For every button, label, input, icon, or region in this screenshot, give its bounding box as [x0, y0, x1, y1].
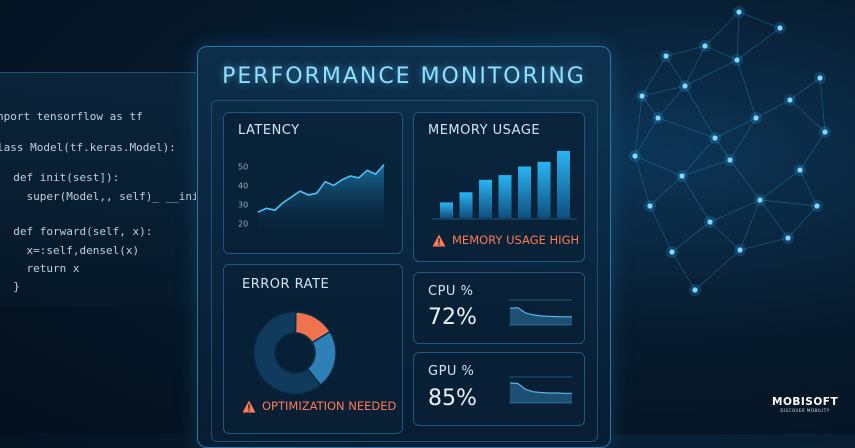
- neural-network-graphic: [629, 6, 831, 296]
- latency-tick-label: 40: [238, 182, 248, 191]
- network-node: [647, 203, 653, 209]
- memory-warning-text: MEMORY USAGE HIGH: [452, 233, 580, 247]
- error-rate-warning: OPTIMIZATION NEEDED: [242, 399, 396, 413]
- network-node: [692, 287, 698, 293]
- network-node: [753, 115, 759, 121]
- warning-icon: [432, 234, 446, 247]
- gpu-title: GPU %: [428, 364, 475, 379]
- memory-bar: [537, 161, 551, 218]
- code-line: x=:self,densel(x): [0, 244, 140, 257]
- network-node: [702, 43, 708, 49]
- gpu-value: 85%: [428, 386, 477, 411]
- network-node: [639, 93, 645, 99]
- logo-name: MOBISOFT: [772, 396, 839, 408]
- latency-tick-label: 50: [238, 163, 248, 172]
- warning-icon: [242, 400, 256, 413]
- network-node: [787, 97, 793, 103]
- logo-tagline: DISCOVER MOBILITY: [780, 408, 830, 413]
- code-line: return x: [0, 262, 80, 275]
- code-line: def forward(self, x):: [0, 225, 153, 238]
- code-line: }: [0, 280, 20, 293]
- network-node: [734, 57, 740, 63]
- network-node: [655, 115, 661, 121]
- latency-tick-label: 20: [238, 220, 248, 229]
- gpu-card: GPU % 85%: [413, 352, 585, 426]
- network-node: [632, 153, 638, 159]
- network-node: [682, 83, 688, 89]
- cpu-sparkline: [509, 299, 572, 326]
- memory-bar: [498, 175, 512, 218]
- network-node: [679, 173, 685, 179]
- dashboard-title: PERFORMANCE MONITORING: [222, 64, 586, 89]
- error-rate-warning-text: OPTIMIZATION NEEDED: [262, 399, 397, 413]
- network-node: [797, 167, 803, 173]
- cpu-title: CPU %: [428, 284, 474, 299]
- code-line: nport tensorflow as tf: [0, 110, 143, 123]
- memory-chart: [432, 150, 577, 220]
- network-node: [785, 235, 791, 241]
- network-node: [777, 25, 783, 31]
- code-line: super(Model,, self)_ __init__: [26, 190, 196, 203]
- network-node: [712, 135, 718, 141]
- memory-bar: [479, 179, 492, 218]
- error-rate-donut: [253, 311, 337, 395]
- cpu-value: 72%: [428, 305, 477, 330]
- cpu-card: CPU % 72%: [413, 272, 585, 344]
- donut-slice: [253, 311, 322, 395]
- network-node: [736, 9, 742, 15]
- code-line: def init(sest]):: [0, 171, 120, 184]
- network-node: [817, 75, 823, 81]
- memory-bar: [518, 166, 531, 218]
- network-node: [669, 249, 675, 255]
- code-snippet-panel: nport tensorflow as tf lass Model(tf.ker…: [0, 72, 196, 305]
- network-node: [814, 203, 820, 209]
- memory-card: MEMORY USAGE MEMORY USAGE HIGH: [413, 112, 585, 262]
- network-node: [757, 197, 763, 203]
- gpu-sparkline: [509, 376, 572, 404]
- error-rate-title: ERROR RATE: [242, 277, 330, 292]
- latency-title: LATENCY: [238, 123, 300, 138]
- latency-chart: 50 40 30 20: [238, 163, 385, 233]
- network-node: [707, 219, 713, 225]
- latency-card: LATENCY 50 40 30 20: [223, 112, 403, 254]
- dashboard-frame: LATENCY 50 40 30 20 MEMORY USAGE: [211, 100, 598, 442]
- memory-title: MEMORY USAGE: [428, 123, 541, 138]
- network-node: [663, 53, 669, 59]
- latency-line: [257, 164, 385, 213]
- error-rate-card: ERROR RATE OPTIMIZATION NEEDED: [223, 264, 403, 434]
- latency-tick-label: 30: [238, 201, 248, 210]
- network-node: [822, 129, 828, 135]
- latency-area: [258, 164, 384, 233]
- memory-bar: [440, 202, 453, 218]
- performance-dashboard: PERFORMANCE MONITORING LATENCY 50 40 30 20 …: [197, 46, 611, 448]
- memory-bar: [459, 192, 473, 218]
- mobisoft-logo: MOBISOFT DISCOVER MOBILITY: [772, 396, 838, 413]
- network-node: [737, 247, 743, 253]
- memory-warning: MEMORY USAGE HIGH: [432, 233, 579, 247]
- code-line: lass Model(tf.keras.Model):: [0, 141, 176, 154]
- network-node: [727, 157, 733, 163]
- memory-bar: [557, 150, 570, 218]
